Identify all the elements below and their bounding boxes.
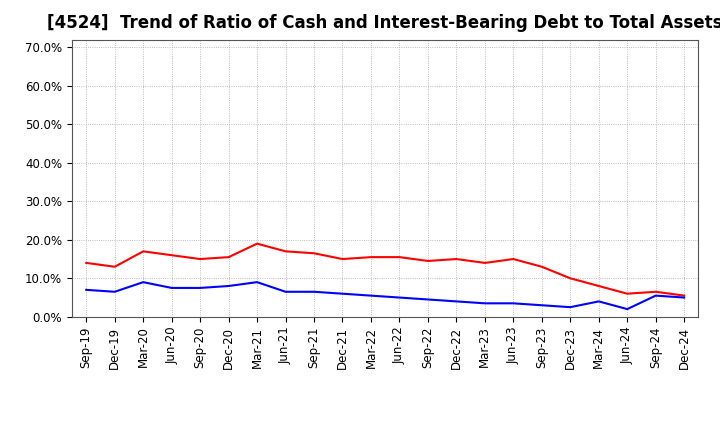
Cash xyxy=(338,257,347,262)
Cash xyxy=(366,254,375,260)
Interest-Bearing Debt xyxy=(253,279,261,285)
Line: Interest-Bearing Debt: Interest-Bearing Debt xyxy=(86,282,684,309)
Interest-Bearing Debt xyxy=(139,279,148,285)
Interest-Bearing Debt xyxy=(82,287,91,293)
Title: [4524]  Trend of Ratio of Cash and Interest-Bearing Debt to Total Assets: [4524] Trend of Ratio of Cash and Intere… xyxy=(48,15,720,33)
Cash xyxy=(595,283,603,289)
Cash xyxy=(537,264,546,269)
Interest-Bearing Debt xyxy=(395,295,404,300)
Interest-Bearing Debt xyxy=(452,299,461,304)
Cash xyxy=(196,257,204,262)
Interest-Bearing Debt xyxy=(196,285,204,290)
Cash xyxy=(680,293,688,298)
Interest-Bearing Debt xyxy=(338,291,347,297)
Cash xyxy=(310,251,318,256)
Cash xyxy=(623,291,631,297)
Cash xyxy=(253,241,261,246)
Interest-Bearing Debt xyxy=(225,283,233,289)
Interest-Bearing Debt xyxy=(480,301,489,306)
Interest-Bearing Debt xyxy=(167,285,176,290)
Cash xyxy=(225,254,233,260)
Interest-Bearing Debt xyxy=(537,303,546,308)
Interest-Bearing Debt xyxy=(282,289,290,294)
Interest-Bearing Debt xyxy=(110,289,119,294)
Cash xyxy=(82,260,91,265)
Interest-Bearing Debt xyxy=(595,299,603,304)
Cash xyxy=(139,249,148,254)
Interest-Bearing Debt xyxy=(366,293,375,298)
Cash xyxy=(167,253,176,258)
Interest-Bearing Debt xyxy=(652,293,660,298)
Interest-Bearing Debt xyxy=(680,295,688,300)
Cash xyxy=(509,257,518,262)
Cash xyxy=(395,254,404,260)
Interest-Bearing Debt xyxy=(566,304,575,310)
Interest-Bearing Debt xyxy=(509,301,518,306)
Interest-Bearing Debt xyxy=(623,306,631,312)
Line: Cash: Cash xyxy=(86,244,684,296)
Cash xyxy=(652,289,660,294)
Cash xyxy=(423,258,432,264)
Interest-Bearing Debt xyxy=(423,297,432,302)
Cash xyxy=(566,275,575,281)
Cash xyxy=(110,264,119,269)
Cash xyxy=(282,249,290,254)
Cash xyxy=(452,257,461,262)
Interest-Bearing Debt xyxy=(310,289,318,294)
Cash xyxy=(480,260,489,265)
